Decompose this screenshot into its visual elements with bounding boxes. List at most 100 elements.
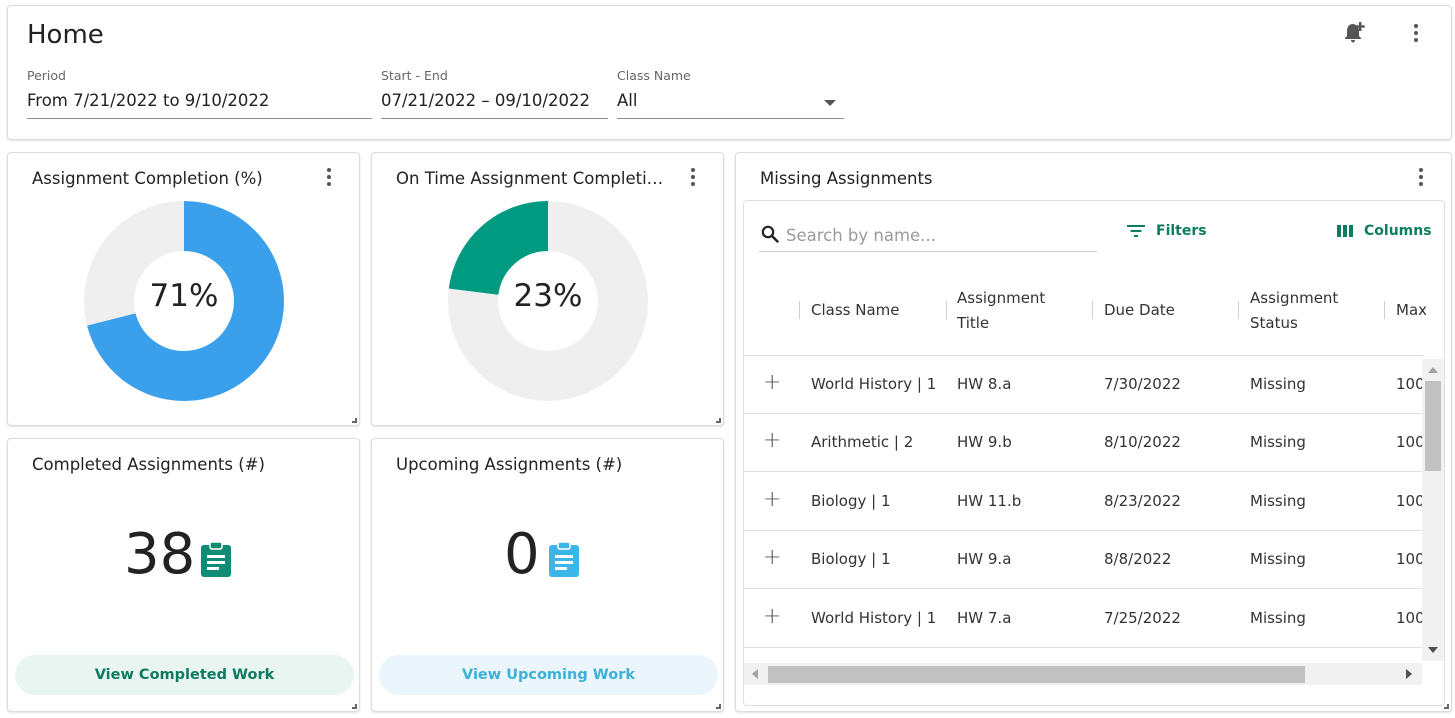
on-time-completion-card: On Time Assignment Completion (%) 23% xyxy=(371,152,724,426)
upcoming-count: 0 xyxy=(504,522,540,587)
on-time-value: 23% xyxy=(513,278,583,314)
expand-row-icon[interactable]: + xyxy=(763,428,782,453)
clipboard-icon xyxy=(549,541,579,577)
start-end-label: Start - End xyxy=(381,68,448,83)
cell-class-name: Biology | 1 xyxy=(811,492,891,510)
period-label: Period xyxy=(27,68,66,83)
table-row[interactable]: + Arithmetic | 2 HW 9.b 8/10/2022 Missin… xyxy=(744,414,1424,472)
class-name-value[interactable]: All xyxy=(617,89,844,119)
filters-header: Home Period From 7/21/2022 to 9/10/2022 … xyxy=(7,5,1452,140)
class-name-selected: All xyxy=(617,91,638,110)
expand-row-icon[interactable]: + xyxy=(763,545,782,570)
column-header-assignment-status[interactable]: Assignment Status xyxy=(1250,286,1338,336)
columns-icon xyxy=(1337,225,1353,237)
search-box[interactable] xyxy=(759,221,1097,252)
column-header-line: Assignment xyxy=(1250,289,1339,307)
column-separator[interactable] xyxy=(1238,301,1239,319)
upcoming-assignments-title: Upcoming Assignments (#) xyxy=(396,455,623,474)
search-input[interactable] xyxy=(786,223,1086,247)
columns-button[interactable]: Columns xyxy=(1336,223,1432,239)
column-separator[interactable] xyxy=(1092,301,1093,319)
completed-assignments-title: Completed Assignments (#) xyxy=(32,455,265,474)
vertical-scroll-thumb[interactable] xyxy=(1425,381,1441,471)
cell-due-date: 8/23/2022 xyxy=(1104,492,1181,510)
on-time-donut xyxy=(448,201,648,401)
column-header-due-date[interactable]: Due Date xyxy=(1104,301,1175,319)
view-upcoming-work-button[interactable]: View Upcoming Work xyxy=(379,655,718,695)
on-time-completion-title: On Time Assignment Completion (%) xyxy=(396,169,671,188)
resize-handle[interactable] xyxy=(1444,704,1449,709)
columns-label: Columns xyxy=(1364,223,1432,239)
cell-max-points: 100 xyxy=(1396,550,1422,568)
cell-max-points: 100 xyxy=(1396,492,1422,510)
upcoming-assignments-card: Upcoming Assignments (#) 0 View Upcoming… xyxy=(371,438,724,712)
cell-due-date: 8/10/2022 xyxy=(1104,433,1181,451)
cell-due-date: 8/8/2022 xyxy=(1104,550,1172,568)
search-icon xyxy=(761,225,779,243)
header-menu-icon[interactable] xyxy=(1406,21,1426,45)
page-title: Home xyxy=(27,20,104,50)
scroll-right-icon[interactable] xyxy=(1406,669,1412,679)
on-time-menu-icon[interactable] xyxy=(683,165,703,189)
scroll-left-icon[interactable] xyxy=(752,669,758,679)
resize-handle[interactable] xyxy=(352,418,357,423)
scroll-down-icon[interactable] xyxy=(1428,647,1438,653)
column-separator[interactable] xyxy=(799,301,800,319)
resize-handle[interactable] xyxy=(716,704,721,709)
cell-status: Missing xyxy=(1250,433,1306,451)
add-notification-icon[interactable] xyxy=(1342,20,1368,46)
period-field[interactable]: Period From 7/21/2022 to 9/10/2022 xyxy=(27,68,372,119)
cell-max-points: 100 xyxy=(1396,433,1422,451)
cell-class-name: Biology | 1 xyxy=(811,550,891,568)
expand-row-icon[interactable]: + xyxy=(763,487,782,512)
completion-value: 71% xyxy=(149,278,219,314)
column-header-line: Title xyxy=(957,314,990,332)
clipboard-icon xyxy=(201,541,231,577)
expand-row-icon[interactable]: + xyxy=(763,370,782,395)
missing-assignments-title: Missing Assignments xyxy=(760,169,933,188)
table-row[interactable]: + Biology | 1 HW 11.b 8/23/2022 Missing … xyxy=(744,473,1424,531)
class-name-label: Class Name xyxy=(617,68,691,83)
cell-status: Missing xyxy=(1250,609,1306,627)
column-separator[interactable] xyxy=(946,301,947,319)
column-separator[interactable] xyxy=(1384,301,1385,319)
missing-assignments-card: Missing Assignments Filters Column xyxy=(735,152,1452,712)
completion-donut xyxy=(84,201,284,401)
completion-menu-icon[interactable] xyxy=(319,165,339,189)
cell-due-date: 7/25/2022 xyxy=(1104,609,1181,627)
cell-status: Missing xyxy=(1250,492,1306,510)
table-row[interactable]: + Biology | 1 HW 9.a 8/8/2022 Missing 10… xyxy=(744,531,1424,589)
table-row[interactable]: + World History | 1 HW 8.a 7/30/2022 Mis… xyxy=(744,356,1424,414)
start-end-field[interactable]: Start - End 07/21/2022 – 09/10/2022 xyxy=(381,68,608,119)
cell-status: Missing xyxy=(1250,550,1306,568)
filters-button[interactable]: Filters xyxy=(1126,223,1207,239)
assignment-completion-card: Assignment Completion (%) 71% xyxy=(7,152,360,426)
cell-due-date: 7/30/2022 xyxy=(1104,375,1181,393)
missing-menu-icon[interactable] xyxy=(1411,165,1431,189)
horizontal-scrollbar[interactable] xyxy=(744,663,1422,685)
expand-row-icon[interactable]: + xyxy=(763,604,782,629)
cell-title: HW 8.a xyxy=(957,375,1012,393)
filters-label: Filters xyxy=(1156,223,1207,239)
period-value[interactable]: From 7/21/2022 to 9/10/2022 xyxy=(27,89,372,119)
column-header-class-name[interactable]: Class Name xyxy=(811,301,900,319)
cell-class-name: World History | 1 xyxy=(811,375,937,393)
resize-handle[interactable] xyxy=(352,704,357,709)
chevron-down-icon[interactable] xyxy=(824,100,836,106)
view-completed-work-button[interactable]: View Completed Work xyxy=(15,655,354,695)
start-end-value[interactable]: 07/21/2022 – 09/10/2022 xyxy=(381,89,608,119)
assignment-completion-title: Assignment Completion (%) xyxy=(32,169,263,188)
column-header-line: Assignment xyxy=(957,289,1046,307)
cell-title: HW 11.b xyxy=(957,492,1022,510)
scroll-up-icon[interactable] xyxy=(1428,367,1438,373)
horizontal-scroll-thumb[interactable] xyxy=(768,666,1305,683)
cell-class-name: World History | 1 xyxy=(811,609,937,627)
column-header-assignment-title[interactable]: Assignment Title xyxy=(957,286,1045,336)
vertical-scrollbar[interactable] xyxy=(1422,359,1444,661)
completed-count: 38 xyxy=(124,522,196,587)
missing-assignments-grid: Filters Columns Class Name Assignment Ti… xyxy=(743,200,1445,706)
resize-handle[interactable] xyxy=(716,418,721,423)
column-header-max-points[interactable]: Max Po xyxy=(1396,301,1426,319)
class-name-select[interactable]: Class Name All xyxy=(617,68,844,119)
table-row[interactable]: + World History | 1 HW 7.a 7/25/2022 Mis… xyxy=(744,590,1424,648)
